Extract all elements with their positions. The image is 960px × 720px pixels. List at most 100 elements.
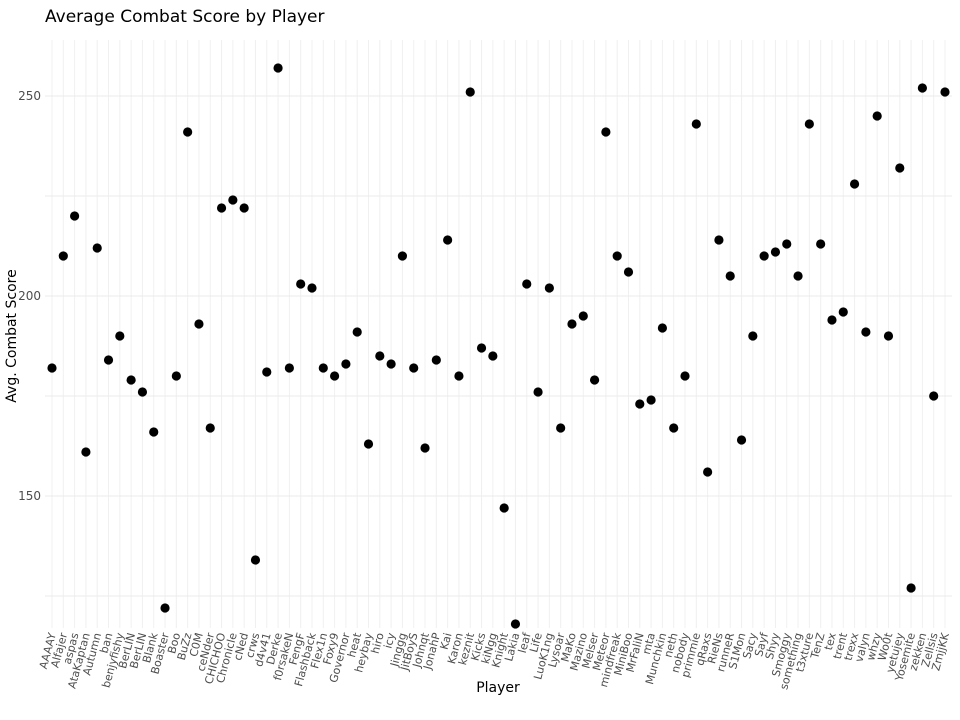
data-point xyxy=(816,239,826,249)
data-point xyxy=(917,83,927,93)
y-tick-label: 250 xyxy=(18,89,41,103)
x-tick-label: Sayf xyxy=(752,630,771,658)
chart-title: Average Combat Score by Player xyxy=(45,7,325,27)
data-point xyxy=(872,111,882,121)
data-point xyxy=(669,423,679,433)
data-point xyxy=(454,371,464,381)
x-tick-label: ban xyxy=(98,631,116,654)
data-point xyxy=(623,267,634,277)
x-tick-label: icy xyxy=(381,631,398,650)
data-point xyxy=(589,375,600,385)
data-point xyxy=(522,279,532,289)
data-point xyxy=(420,443,430,453)
data-point xyxy=(488,351,498,361)
data-point xyxy=(194,319,204,329)
data-point xyxy=(895,163,905,173)
data-point xyxy=(363,439,374,449)
data-point xyxy=(318,363,328,373)
data-point xyxy=(103,355,114,365)
data-point xyxy=(431,355,441,365)
data-point xyxy=(544,283,554,293)
data-point xyxy=(861,327,871,337)
data-point xyxy=(341,359,351,369)
y-tick-labels: 150 200 250 xyxy=(18,89,41,503)
data-points xyxy=(47,63,950,629)
x-tick-label: Kai xyxy=(438,631,455,651)
data-point xyxy=(680,371,690,381)
data-point xyxy=(612,251,622,261)
data-point xyxy=(92,243,102,253)
x-tick-label: Boo xyxy=(165,631,183,655)
data-point xyxy=(714,235,724,245)
data-point xyxy=(929,391,939,401)
data-point xyxy=(827,315,837,325)
data-point xyxy=(352,327,362,337)
data-point xyxy=(183,127,193,137)
data-point xyxy=(601,127,611,137)
x-tick-label: leaf xyxy=(516,630,534,654)
data-point xyxy=(883,331,894,341)
data-point xyxy=(70,211,80,221)
data-point xyxy=(171,371,181,381)
data-point xyxy=(906,583,916,593)
data-point xyxy=(556,423,566,433)
data-point xyxy=(646,395,656,405)
x-tick-label: tex xyxy=(822,631,839,652)
x-tick-label: mta xyxy=(640,631,658,655)
data-point xyxy=(849,179,860,189)
data-point xyxy=(307,283,317,293)
data-point xyxy=(691,119,701,129)
data-point xyxy=(770,247,781,257)
data-point xyxy=(149,427,159,437)
data-point xyxy=(126,375,136,385)
x-tick-label: crws xyxy=(243,631,262,659)
data-point xyxy=(804,119,814,129)
x-tick-label: C0M xyxy=(187,631,206,658)
data-point xyxy=(443,235,453,245)
data-point xyxy=(250,555,261,565)
x-tick-label: neth xyxy=(662,631,681,659)
data-point xyxy=(476,343,487,353)
data-point xyxy=(759,251,769,261)
data-point xyxy=(782,239,792,249)
data-point xyxy=(533,387,543,397)
data-point xyxy=(205,423,215,433)
data-point xyxy=(657,323,668,333)
data-point xyxy=(499,503,509,513)
data-point xyxy=(228,195,238,205)
data-point xyxy=(838,307,848,317)
y-axis-title: Avg. Combat Score xyxy=(4,269,20,402)
data-point xyxy=(635,399,645,409)
data-point xyxy=(216,203,227,213)
data-point xyxy=(567,319,577,329)
data-point xyxy=(397,251,408,261)
data-point xyxy=(793,271,803,281)
data-point xyxy=(748,331,758,341)
data-point xyxy=(262,367,272,377)
data-point xyxy=(409,363,419,373)
data-point xyxy=(703,467,713,477)
data-point xyxy=(725,271,735,281)
data-point xyxy=(736,435,747,445)
data-point xyxy=(239,203,249,213)
data-point xyxy=(940,87,950,97)
data-point xyxy=(510,619,521,629)
data-point xyxy=(273,63,283,73)
x-tick-label: heat xyxy=(345,631,364,659)
data-point xyxy=(386,359,396,369)
data-point xyxy=(465,87,475,97)
x-tick-label: Life xyxy=(527,631,545,654)
data-point xyxy=(160,603,170,613)
data-point xyxy=(58,251,68,261)
data-point xyxy=(47,363,57,373)
y-tick-label: 200 xyxy=(18,289,41,303)
data-point xyxy=(81,447,91,457)
data-point xyxy=(284,363,294,373)
data-point xyxy=(115,331,125,341)
data-point xyxy=(329,371,340,381)
data-point xyxy=(137,387,148,397)
x-tick-label: hiro xyxy=(369,631,387,655)
y-tick-label: 150 xyxy=(18,489,41,503)
